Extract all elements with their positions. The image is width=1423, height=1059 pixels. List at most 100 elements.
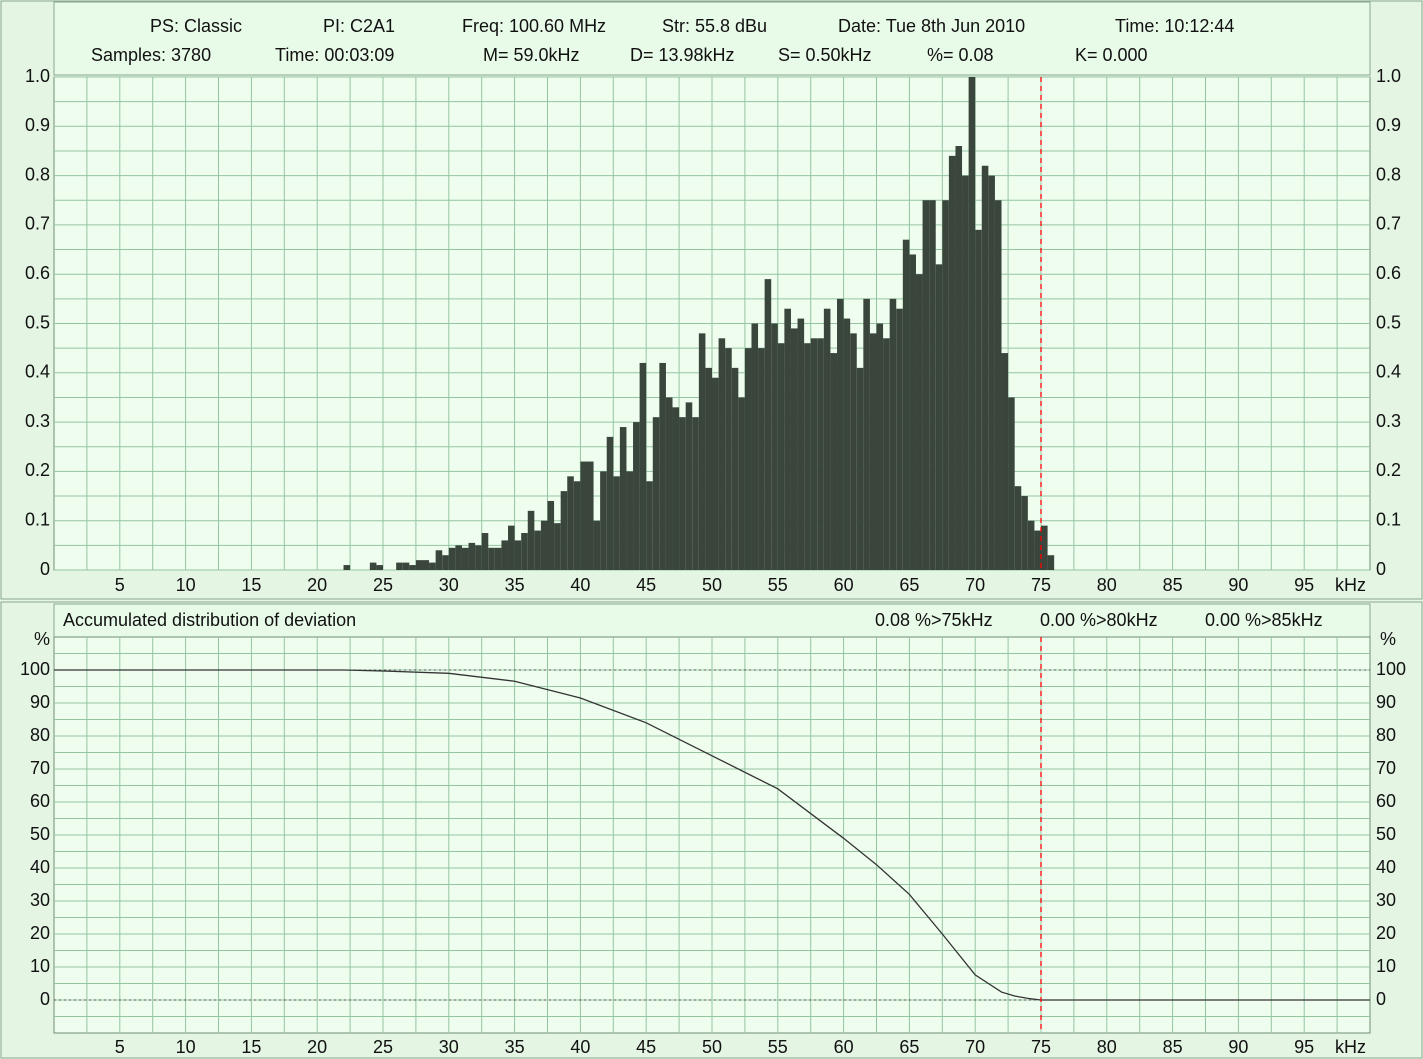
bar (481, 533, 489, 570)
x-tick-label: 40 (570, 1037, 590, 1057)
info-text: Date: Tue 8th Jun 2010 (838, 16, 1025, 36)
bar (600, 471, 607, 570)
bar (955, 146, 963, 570)
bar (475, 545, 482, 570)
annotation: 0.08 %>75kHz (875, 610, 993, 630)
bar (1027, 520, 1035, 570)
bar (639, 362, 647, 570)
bar (968, 77, 976, 570)
bar (455, 545, 462, 570)
y-tick-label: 0.6 (25, 263, 50, 283)
y-tick-label: 0.1 (25, 509, 50, 529)
x-tick-label: 65 (899, 575, 919, 595)
bar (994, 200, 1002, 570)
y-tick-label-right: 30 (1376, 890, 1396, 910)
x-tick-label: 20 (307, 1037, 327, 1057)
x-tick-label: 55 (768, 1037, 788, 1057)
bar (843, 318, 851, 570)
y-tick-label-right: 0 (1376, 989, 1386, 1009)
bar (501, 540, 509, 570)
y-tick-label: 0.9 (25, 115, 50, 135)
bar (619, 427, 627, 570)
x-tick-label: 95 (1294, 575, 1314, 595)
x-tick-label: 10 (176, 575, 196, 595)
y-axis-label: % (34, 629, 50, 649)
bar (606, 436, 614, 570)
bar (698, 333, 706, 570)
bar (1008, 397, 1015, 570)
bar (422, 560, 430, 570)
y-tick-label: 50 (30, 824, 50, 844)
y-tick-label: 100 (20, 659, 50, 679)
info-text: Time: 00:03:09 (275, 45, 394, 65)
bar (586, 461, 594, 570)
bar (1014, 486, 1022, 570)
bar (1047, 555, 1055, 570)
y-tick-label: 0 (40, 559, 50, 579)
info-text: %= 0.08 (927, 45, 994, 65)
bar (889, 298, 897, 570)
x-tick-label: 10 (176, 1037, 196, 1057)
bar (909, 254, 916, 571)
y-tick-label: 0.5 (25, 312, 50, 332)
bar (810, 338, 818, 570)
x-tick-label: 50 (702, 575, 722, 595)
x-tick-label: 95 (1294, 1037, 1314, 1057)
bar (922, 200, 930, 570)
bar (797, 318, 805, 570)
y-tick-label: 0.8 (25, 164, 50, 184)
x-tick-label: 35 (505, 575, 525, 595)
bar (547, 500, 555, 570)
bar (448, 547, 456, 570)
y-tick-label-right: 1.0 (1376, 66, 1401, 86)
bar (876, 323, 884, 570)
bar (817, 338, 824, 570)
y-tick-label: 90 (30, 692, 50, 712)
bar (514, 540, 522, 570)
bar (527, 510, 535, 570)
y-tick-label: 40 (30, 857, 50, 877)
bar (705, 367, 712, 570)
x-tick-label: 70 (965, 1037, 985, 1057)
info-text: PI: C2A1 (323, 16, 395, 36)
x-tick-label: 50 (702, 1037, 722, 1057)
x-tick-label: 30 (439, 1037, 459, 1057)
y-tick-label-right: 40 (1376, 857, 1396, 877)
bar (915, 274, 923, 570)
bar (712, 377, 719, 570)
x-tick-label: 85 (1163, 1037, 1183, 1057)
bar (1034, 530, 1041, 570)
bar (409, 565, 416, 570)
annotation: 0.00 %>80kHz (1040, 610, 1158, 630)
x-tick-label: 80 (1097, 1037, 1117, 1057)
x-tick-label: 25 (373, 1037, 393, 1057)
x-tick-label: 20 (307, 575, 327, 595)
bar (856, 367, 864, 570)
bar (751, 323, 759, 570)
x-tick-label: 90 (1228, 575, 1248, 595)
bar (988, 175, 995, 570)
y-tick-label: 10 (30, 956, 50, 976)
bar (962, 175, 969, 570)
x-tick-label: 15 (241, 575, 261, 595)
bar (942, 200, 949, 570)
y-tick-label: 70 (30, 758, 50, 778)
bar (718, 338, 726, 570)
bar (869, 333, 877, 570)
bar (777, 343, 785, 570)
x-tick-label: 75 (1031, 575, 1051, 595)
bar (902, 239, 910, 570)
bar (573, 481, 581, 570)
x-tick-label: 30 (439, 575, 459, 595)
bar (402, 562, 410, 570)
y-tick-label-right: 80 (1376, 725, 1396, 745)
bar (369, 562, 377, 570)
bar (442, 555, 449, 570)
bar (646, 481, 653, 570)
x-axis-label: kHz (1335, 575, 1366, 595)
header-box (53, 603, 1371, 638)
bar (883, 338, 890, 570)
y-tick-label-right: 0.7 (1376, 214, 1401, 234)
bar (593, 520, 601, 570)
y-tick-label-right: 0.1 (1376, 509, 1401, 529)
